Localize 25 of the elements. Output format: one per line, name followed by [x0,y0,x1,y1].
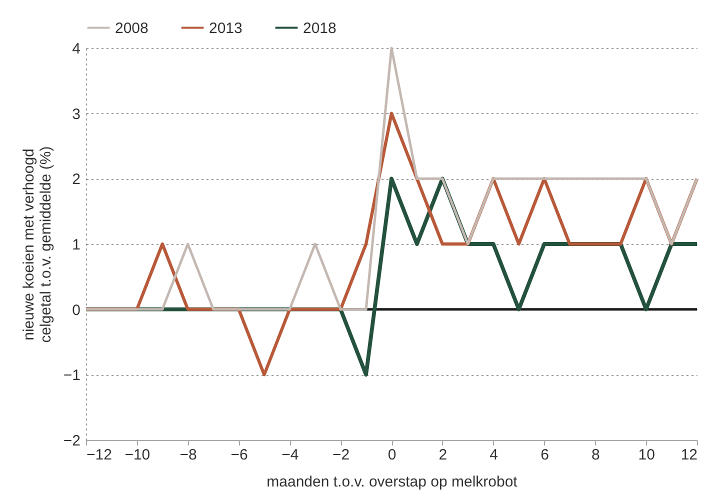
x-tick-label: 0 [388,446,396,464]
legend-label: 2008 [115,20,148,37]
x-tick-label: 4 [490,446,498,464]
x-tick-label: 10 [638,446,655,464]
x-tick-label: −4 [282,446,299,464]
y-tick-label: −1 [63,367,80,384]
x-tick-label: 6 [540,446,549,464]
x-tick-label: −10 [124,446,150,464]
x-tick-label: −2 [332,446,350,464]
x-tick-label: −12 [86,446,112,464]
x-tick-label: 8 [591,446,600,464]
y-tick-label: 4 [72,40,80,58]
y-tick-label: 1 [72,236,80,254]
y-tick-label: 3 [72,106,80,123]
y-tick-label: 2 [72,171,80,188]
x-tick-label: 12 [680,446,698,464]
x-tick-label: 2 [438,446,448,464]
y-tick-label: −2 [63,432,80,450]
x-tick-label: −8 [180,446,197,464]
legend-label: 2013 [209,20,242,37]
legend-label: 2018 [303,20,336,37]
y-axis-title: nieuwe koeien met verhoogd celgetal t.o.v. gemiddelde (%) [20,146,54,343]
x-tick-label: −6 [230,446,248,464]
x-axis-title: maanden t.o.v. overstap op melkrobot [266,474,518,490]
y-tick-label: 0 [72,302,80,319]
